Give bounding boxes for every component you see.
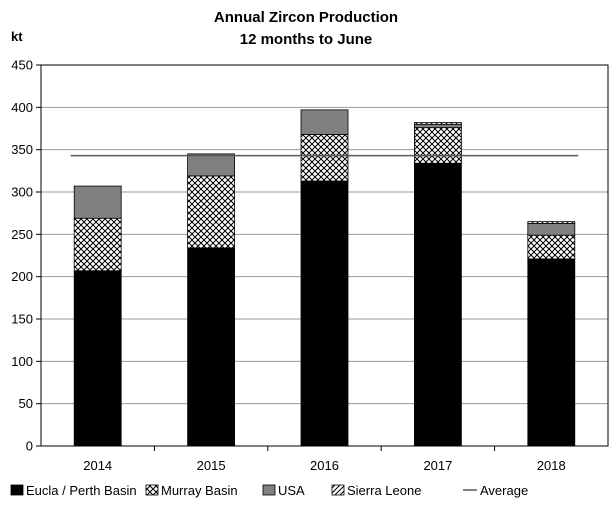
bar-segment-2018-sierra-leone [527, 221, 576, 224]
bar-segment-2018-eucla-perth-basin [527, 258, 576, 447]
legend-label: Sierra Leone [347, 483, 421, 498]
bar-segment-2016-usa [300, 109, 349, 135]
bar-segment-2017-murray-basin [413, 127, 462, 164]
bar-segment-2014-usa [73, 185, 122, 219]
bar-segment-2017-sierra-leone [413, 122, 462, 125]
y-axis-ticks: 0 50 100 150 200 250 300 350 400 450 [11, 58, 41, 454]
bar-segment-2015-usa [187, 153, 236, 177]
legend-label: Murray Basin [161, 483, 238, 498]
x-tick-label: 2018 [537, 458, 566, 473]
bar-segment-2014-murray-basin [73, 217, 122, 272]
y-tick-label: 200 [11, 269, 33, 284]
bar-segment-2016-murray-basin [300, 134, 349, 182]
x-tick-label: 2015 [197, 458, 226, 473]
y-tick-label: 150 [11, 312, 33, 327]
bar-segment-2018-murray-basin [527, 234, 576, 260]
bar-segment-2016-eucla-perth-basin [300, 180, 349, 447]
y-tick-label: 0 [26, 439, 33, 454]
legend-label: Average [480, 483, 528, 498]
y-tick-label: 50 [19, 396, 33, 411]
y-axis-unit: kt [11, 29, 23, 44]
bar-segment-2015-murray-basin [187, 175, 236, 249]
y-tick-label: 100 [11, 354, 33, 369]
bars [73, 109, 576, 447]
x-axis-ticks: 2014 2015 2016 2017 2018 [83, 446, 566, 473]
bar-segment-2014-eucla-perth-basin [73, 270, 122, 447]
chart-subtitle: 12 months to June [240, 31, 373, 48]
legend-label: Eucla / Perth Basin [26, 483, 137, 498]
y-tick-label: 250 [11, 227, 33, 242]
bar-segment-2018-usa [527, 222, 576, 236]
x-tick-label: 2017 [423, 458, 452, 473]
legend-swatch [331, 484, 345, 496]
y-tick-label: 350 [11, 142, 33, 157]
bar-segment-2015-eucla-perth-basin [187, 247, 236, 447]
legend: Eucla / Perth Basin Murray Basin USA Sierra… [10, 483, 528, 498]
bar-segment-2017-eucla-perth-basin [413, 162, 462, 447]
x-tick-label: 2014 [83, 458, 112, 473]
legend-label: USA [278, 483, 305, 498]
legend-swatch [262, 484, 276, 496]
chart-title: Annual Zircon Production [214, 9, 398, 26]
x-tick-label: 2016 [310, 458, 339, 473]
legend-swatch [145, 484, 159, 496]
y-tick-label: 450 [11, 58, 33, 73]
bar-segment-2017-usa [413, 123, 462, 129]
y-tick-label: 400 [11, 100, 33, 115]
y-tick-label: 300 [11, 185, 33, 200]
legend-swatch [10, 484, 24, 496]
